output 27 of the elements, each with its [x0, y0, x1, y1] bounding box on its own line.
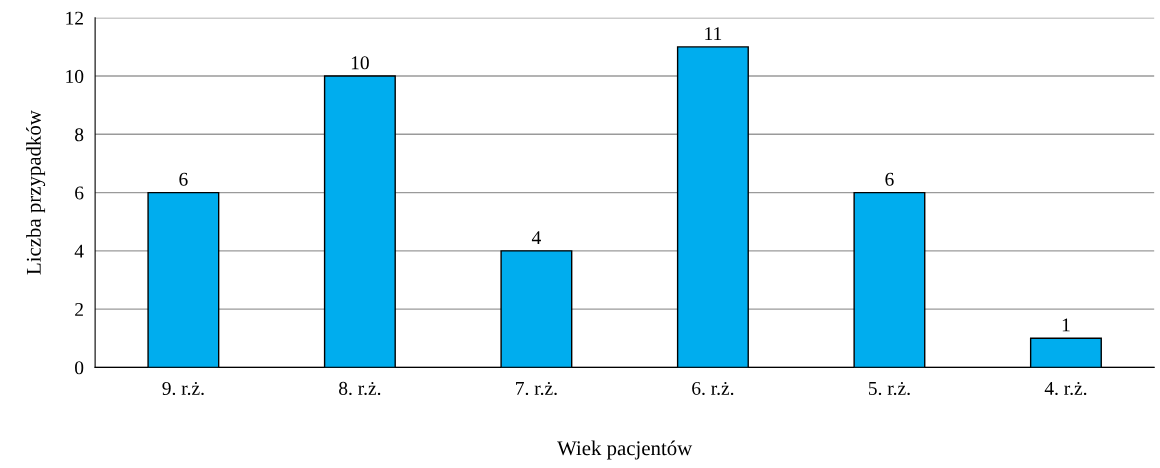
data-label: 11 [705, 27, 722, 40]
x-tick-label: 8. r.ż. [339, 381, 381, 396]
x-tick-label: 4. r.ż. [1044, 381, 1087, 396]
x-tick-label: 9. r.ż. [162, 381, 204, 396]
y-tick-label: 2 [75, 302, 83, 316]
data-label: 6 [885, 172, 894, 186]
x-axis-title: Wiek pacjentów [557, 440, 693, 460]
data-label: 1 [1062, 318, 1070, 332]
bar [853, 191, 926, 368]
bar [323, 75, 396, 368]
bar [1029, 337, 1102, 368]
y-tick-label: 12 [66, 11, 83, 25]
data-label: 6 [179, 172, 188, 186]
y-tick-label: 6 [75, 186, 84, 200]
y-tick-label: 4 [74, 244, 84, 258]
y-tick-label: 8 [75, 128, 84, 142]
y-axis-title: Liczba przypadków [26, 110, 46, 275]
x-tick-label: 6. r.ż. [692, 381, 734, 396]
bar [500, 250, 573, 368]
bar [147, 191, 220, 368]
data-label: 4 [531, 231, 541, 244]
y-tick-label: 0 [75, 361, 84, 375]
data-label: 10 [351, 56, 369, 70]
y-tick-label: 10 [66, 69, 84, 83]
x-tick-label: 5. r.ż. [868, 381, 910, 396]
x-tick-label: 7. r.ż. [516, 381, 557, 396]
bar [676, 46, 749, 368]
